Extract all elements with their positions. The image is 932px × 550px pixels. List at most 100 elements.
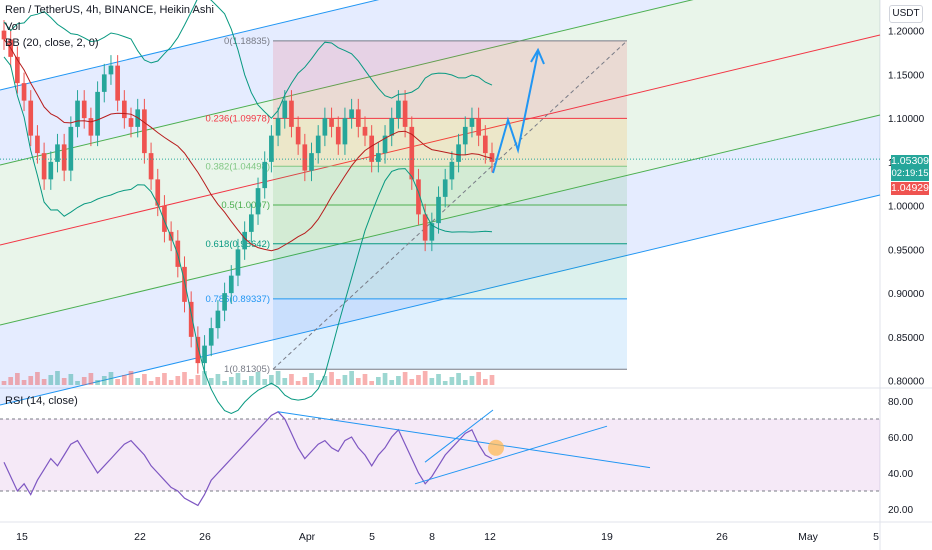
candle-body (35, 135, 40, 154)
volume-bar (48, 375, 54, 385)
volume-bar (249, 376, 254, 385)
volume-bar (41, 379, 47, 385)
candle-body (376, 153, 381, 162)
volume-bar (369, 381, 375, 385)
volume-bar (442, 381, 448, 385)
volume-bar (68, 374, 74, 385)
volume-bar (416, 375, 421, 385)
candle-body (128, 118, 134, 127)
candle-body (242, 231, 247, 250)
candle-body (121, 100, 127, 119)
volume-bar (322, 376, 328, 385)
volume-bar (8, 377, 14, 385)
rsi-axis-tick: 40.00 (888, 469, 913, 480)
volume-bar (228, 377, 234, 385)
volume-bar (95, 380, 100, 385)
bollinger-upper-band (3, 0, 493, 119)
candle-body (389, 118, 395, 136)
volume-bar (202, 371, 207, 385)
rsi-legend: RSI (14, close) (5, 395, 78, 407)
time-axis-tick: 15 (16, 531, 28, 543)
candle-body (215, 310, 221, 329)
candle-body (436, 196, 441, 224)
volume-bar (1, 381, 7, 385)
fib-level-label: 0(1.18835) (224, 36, 270, 47)
candle-body (302, 144, 308, 171)
volume-bar (188, 379, 194, 385)
candle-body (222, 293, 227, 311)
candle-body (462, 126, 468, 145)
last-price-badge: 1.05309 02:19:15 (891, 155, 929, 181)
volume-bar (302, 377, 308, 385)
candle-body (155, 179, 161, 206)
volume-bar (15, 373, 20, 385)
fib-level-label: 0.382(1.04498) (206, 161, 270, 172)
volume-bar (456, 373, 461, 385)
candle-body (335, 126, 341, 145)
candle-body (282, 100, 288, 119)
volume-bar (422, 371, 428, 385)
channel-mid-upper-zone (0, 0, 880, 245)
symbol-title: Ren / TetherUS, 4h, BINANCE, Heikin Ashi (5, 4, 214, 16)
volume-bar (462, 380, 468, 385)
volume-bar (75, 381, 80, 385)
last-price-value: 1.05309 (891, 155, 929, 167)
candle-body (235, 249, 241, 276)
candle-body (182, 266, 187, 302)
volume-bar (262, 379, 268, 385)
volume-bar (222, 381, 227, 385)
channel-line (0, 34, 881, 246)
volume-bar (101, 376, 107, 385)
fib-level-label: 1(0.81305) (224, 364, 270, 375)
volume-bar (21, 380, 27, 385)
volume-bar (289, 374, 294, 385)
candle-body (48, 161, 54, 180)
candle-body (68, 126, 74, 171)
volume-bar (108, 372, 114, 385)
open-price-badge: 1.04929 (891, 182, 929, 195)
volume-bar (362, 374, 368, 385)
channel-line (0, 194, 881, 406)
volume-bar (329, 372, 334, 385)
volume-bar (235, 373, 241, 385)
time-axis-tick: 26 (716, 531, 728, 543)
volume-bar (128, 371, 134, 385)
candle-body (115, 65, 120, 101)
price-axis-tick: 1.20000 (888, 27, 925, 38)
volume-bar (35, 372, 40, 385)
candle-body (409, 126, 415, 180)
price-axis-tick: 0.85000 (888, 333, 925, 344)
candle-body (456, 144, 461, 162)
candle-body (108, 65, 114, 75)
price-axis-tick: 0.90000 (888, 289, 925, 300)
volume-bar (469, 376, 475, 385)
rsi-channel-line (424, 409, 494, 463)
candle-body (369, 135, 375, 162)
volume-bar (88, 373, 94, 385)
candle-body (342, 118, 348, 145)
candle-body (382, 135, 388, 154)
candle-body (449, 161, 455, 180)
rsi-axis-tick: 20.00 (888, 505, 913, 516)
volume-bar (315, 380, 321, 385)
currency-unit-button[interactable]: USDT (889, 5, 923, 23)
time-axis-tick: May (798, 531, 819, 543)
fib-level-label: 0.786(0.89337) (206, 294, 270, 305)
rsi-axis-tick: 60.00 (888, 433, 913, 444)
price-axis-tick: 0.80000 (888, 377, 925, 388)
candle-body (289, 100, 294, 127)
time-axis-tick: 5 (369, 531, 375, 543)
fib-zone (273, 298, 627, 370)
volume-bar (355, 378, 361, 385)
candle-body (101, 74, 107, 92)
candle-body (75, 100, 80, 127)
candle-body (81, 100, 87, 119)
volume-bar (342, 375, 348, 385)
volume-bar (182, 372, 187, 385)
volume-bar (402, 372, 408, 385)
volume-bar (148, 381, 154, 385)
candle-body (202, 345, 207, 364)
candle-body (255, 188, 261, 215)
volume-bar (489, 375, 495, 385)
